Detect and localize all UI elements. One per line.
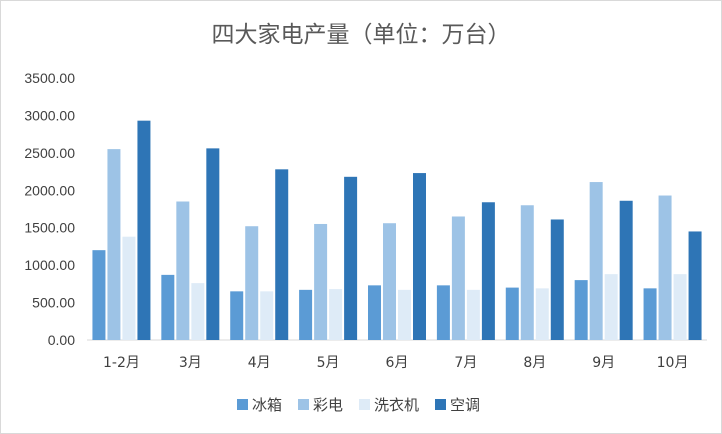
bar-1-5 <box>368 285 381 340</box>
bar-3-8 <box>604 274 618 340</box>
bar-1-3 <box>230 291 244 340</box>
bar-2-7 <box>520 205 534 340</box>
y-axis: 0.00 500.00 1000.00 1500.00 2000.00 2500.00 30… <box>24 70 75 348</box>
bar-3-1 <box>122 236 136 340</box>
bar-2-3 <box>245 226 259 340</box>
bar-1-8 <box>574 280 588 340</box>
bar-series-group <box>92 120 702 340</box>
bar-4-5 <box>413 173 426 340</box>
y-tick-label: 1000.00 <box>24 257 75 273</box>
bar-3-4 <box>329 289 343 340</box>
y-tick-label: 1500.00 <box>24 220 75 236</box>
x-axis: 1-2月 3月 4月 5月 6月 7月 8月 9月 10月 <box>87 339 707 371</box>
bar-4-6 <box>481 202 495 340</box>
x-category-label: 3月 <box>179 355 202 371</box>
legend-label: 彩电 <box>313 396 343 414</box>
bar-1-9 <box>643 288 657 340</box>
legend-label: 空调 <box>450 396 480 414</box>
y-tick-label: 2500.00 <box>24 145 75 161</box>
bar-3-6 <box>466 289 480 340</box>
legend-label: 冰箱 <box>252 396 282 414</box>
bar-3-5 <box>398 289 411 340</box>
x-category-label: 8月 <box>523 355 546 371</box>
bar-3-2 <box>191 283 205 340</box>
bar-4-4 <box>344 176 358 340</box>
bar-3-7 <box>535 288 549 340</box>
bar-4-8 <box>619 200 633 340</box>
bar-2-8 <box>589 182 603 340</box>
legend-swatch <box>359 399 370 410</box>
bar-4-9 <box>688 231 702 340</box>
y-tick-label: 500.00 <box>32 295 75 311</box>
bar-3-3 <box>260 291 274 340</box>
legend-swatch <box>237 399 248 410</box>
x-category-label: 6月 <box>386 355 409 371</box>
legend-label: 洗衣机 <box>374 396 419 414</box>
y-tick-label: 0.00 <box>48 332 75 348</box>
legend-swatch <box>298 399 309 410</box>
x-category-label: 9月 <box>592 355 615 371</box>
y-tick-label: 3000.00 <box>24 107 75 123</box>
bar-1-2 <box>161 274 175 340</box>
bar-4-1 <box>137 120 151 340</box>
bar-2-1 <box>107 149 121 340</box>
bar-2-6 <box>451 216 465 340</box>
x-category-label: 1-2月 <box>103 355 140 371</box>
x-category-label: 10月 <box>657 355 689 371</box>
bar-1-7 <box>505 287 519 340</box>
bar-4-2 <box>206 148 220 340</box>
y-tick-label: 2000.00 <box>24 182 75 198</box>
bar-3-9 <box>673 274 687 340</box>
y-tick-label: 3500.00 <box>24 70 75 86</box>
legend: 冰箱 彩电 洗衣机 空调 <box>237 396 480 414</box>
bar-1-6 <box>436 285 450 340</box>
bar-2-4 <box>314 223 328 340</box>
x-category-label: 7月 <box>454 355 477 371</box>
bar-2-5 <box>383 223 396 340</box>
bar-4-3 <box>275 169 289 340</box>
bar-2-2 <box>176 201 190 340</box>
chart-title: 四大家电产量（单位：万台） <box>212 22 511 48</box>
legend-swatch <box>435 399 446 410</box>
bar-2-9 <box>658 195 672 340</box>
bar-1-4 <box>299 289 313 340</box>
x-category-label: 5月 <box>317 355 340 371</box>
x-category-label: 4月 <box>248 355 271 371</box>
bar-4-7 <box>550 219 564 340</box>
bar-1-1 <box>92 250 106 340</box>
